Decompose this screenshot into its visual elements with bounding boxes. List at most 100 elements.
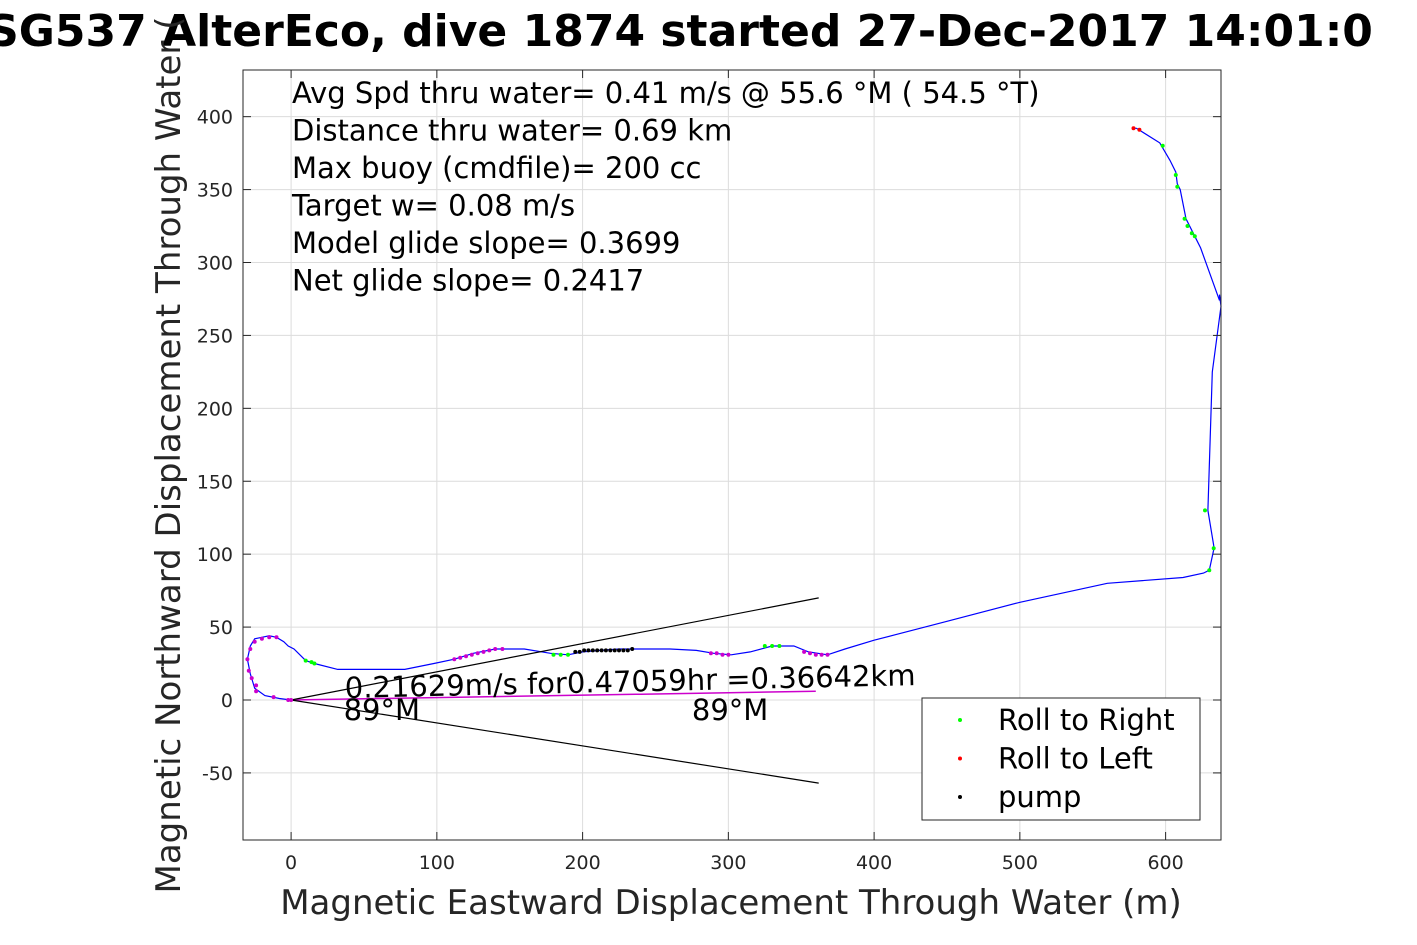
marker-pump xyxy=(630,647,635,651)
y-tick-label: 150 xyxy=(197,471,233,493)
x-axis-label: Magnetic Eastward Displacement Through W… xyxy=(280,883,1182,923)
marker-overlap xyxy=(493,647,498,651)
axes-frame xyxy=(242,69,1222,841)
stat-line: Net glide slope= 0.2417 xyxy=(292,264,644,298)
x-tick-label: 0 xyxy=(285,852,297,874)
series-current-lower xyxy=(291,699,819,784)
marker-roll-right xyxy=(1173,173,1178,177)
marker-roll-right xyxy=(770,644,775,648)
marker-roll-right xyxy=(1185,224,1190,228)
marker-roll-right xyxy=(1175,184,1180,189)
marker-pump xyxy=(582,648,587,653)
marker-roll-right xyxy=(558,652,563,657)
y-tick-label: 300 xyxy=(197,253,233,275)
marker-overlap xyxy=(464,654,468,659)
stat-line: Avg Spd thru water= 0.41 m/s @ 55.6 °M (… xyxy=(292,76,1040,110)
marker-pump xyxy=(617,648,621,653)
stat-line: Model glide slope= 0.3699 xyxy=(292,226,680,260)
marker-roll-right xyxy=(1189,231,1194,236)
marker-roll-right xyxy=(777,644,782,648)
marker-roll-right xyxy=(1211,546,1216,551)
marker-overlap xyxy=(487,648,492,653)
heading-label: 89°M xyxy=(692,693,768,727)
data-markers xyxy=(245,126,1216,702)
grid-lines xyxy=(243,70,1221,840)
y-tick-label: 400 xyxy=(197,107,233,129)
y-axis-label: Magnetic Northward Displacement Through … xyxy=(149,17,189,894)
marker-roll-right xyxy=(312,661,317,666)
marker-roll-right xyxy=(762,644,767,648)
stat-line: Target w= 0.08 m/s xyxy=(291,189,575,223)
marker-overlap xyxy=(254,689,259,694)
marker-overlap xyxy=(808,651,812,656)
marker-overlap xyxy=(720,652,725,657)
marker-pump xyxy=(603,648,608,653)
legend-marker-pump xyxy=(958,795,962,799)
marker-pump xyxy=(612,648,617,653)
x-tick-label: 400 xyxy=(856,852,892,874)
x-tick-label: 200 xyxy=(564,852,600,874)
marker-overlap xyxy=(245,657,250,662)
marker-roll-right xyxy=(1160,143,1165,148)
marker-pump xyxy=(590,648,595,653)
series-current-upper xyxy=(290,597,819,701)
marker-roll-right xyxy=(1207,568,1212,573)
marker-pump xyxy=(608,648,613,653)
marker-overlap xyxy=(267,635,272,640)
marker-overlap xyxy=(802,649,807,654)
marker-roll-right xyxy=(1192,234,1197,239)
marker-overlap xyxy=(458,655,463,660)
marker-overlap xyxy=(481,649,486,654)
marker-overlap xyxy=(469,652,474,657)
legend-label: Roll to Right xyxy=(998,703,1175,737)
marker-overlap xyxy=(500,647,505,651)
marker-overlap xyxy=(254,683,259,688)
legend-label: Roll to Left xyxy=(998,742,1153,776)
series-track xyxy=(246,127,1222,701)
y-tick-label: -50 xyxy=(202,763,233,785)
marker-roll-right xyxy=(1203,508,1207,513)
y-tick-label: 350 xyxy=(197,180,233,202)
marker-roll-left xyxy=(1131,126,1136,131)
marker-overlap xyxy=(271,695,276,700)
series-outbound xyxy=(291,690,816,701)
marker-overlap xyxy=(249,676,254,681)
marker-overlap xyxy=(475,651,480,656)
marker-overlap xyxy=(726,652,731,657)
marker-pump xyxy=(621,648,626,653)
marker-overlap xyxy=(714,651,719,656)
marker-overlap xyxy=(289,698,294,702)
x-tick-label: 600 xyxy=(1147,852,1183,874)
y-tick-label: 200 xyxy=(197,398,233,420)
marker-pump xyxy=(625,648,630,653)
marker-pump xyxy=(586,648,591,653)
stat-line: Distance thru water= 0.69 km xyxy=(292,114,732,148)
marker-overlap xyxy=(819,652,824,657)
legend-marker-roll-left xyxy=(958,756,962,761)
y-tick-label: 100 xyxy=(197,544,233,566)
marker-pump xyxy=(573,649,578,654)
y-tick-label: 250 xyxy=(197,325,233,347)
heading-label: 89°M xyxy=(344,693,420,727)
marker-roll-left xyxy=(1137,127,1142,132)
stat-line: Max buoy (cmdfile)= 200 cc xyxy=(292,151,701,185)
marker-overlap xyxy=(452,657,457,662)
marker-overlap xyxy=(246,668,251,673)
marker-overlap xyxy=(274,635,279,640)
marker-overlap xyxy=(708,651,713,656)
marker-overlap xyxy=(248,647,253,651)
data-series xyxy=(246,127,1222,784)
marker-overlap xyxy=(286,698,291,702)
marker-pump xyxy=(599,648,604,653)
legend-box xyxy=(921,697,1201,821)
marker-roll-right xyxy=(551,652,556,657)
marker-overlap xyxy=(825,652,830,657)
heading-labels: 89°M 89°M xyxy=(344,693,769,727)
legend-label: pump xyxy=(998,780,1081,814)
marker-overlap xyxy=(252,639,257,644)
chart-title: SG537 AlterEco, dive 1874 started 27-Dec… xyxy=(0,6,1373,57)
x-tick-label: 100 xyxy=(419,852,455,874)
marker-roll-right xyxy=(303,658,308,663)
marker-roll-right xyxy=(1182,216,1187,221)
